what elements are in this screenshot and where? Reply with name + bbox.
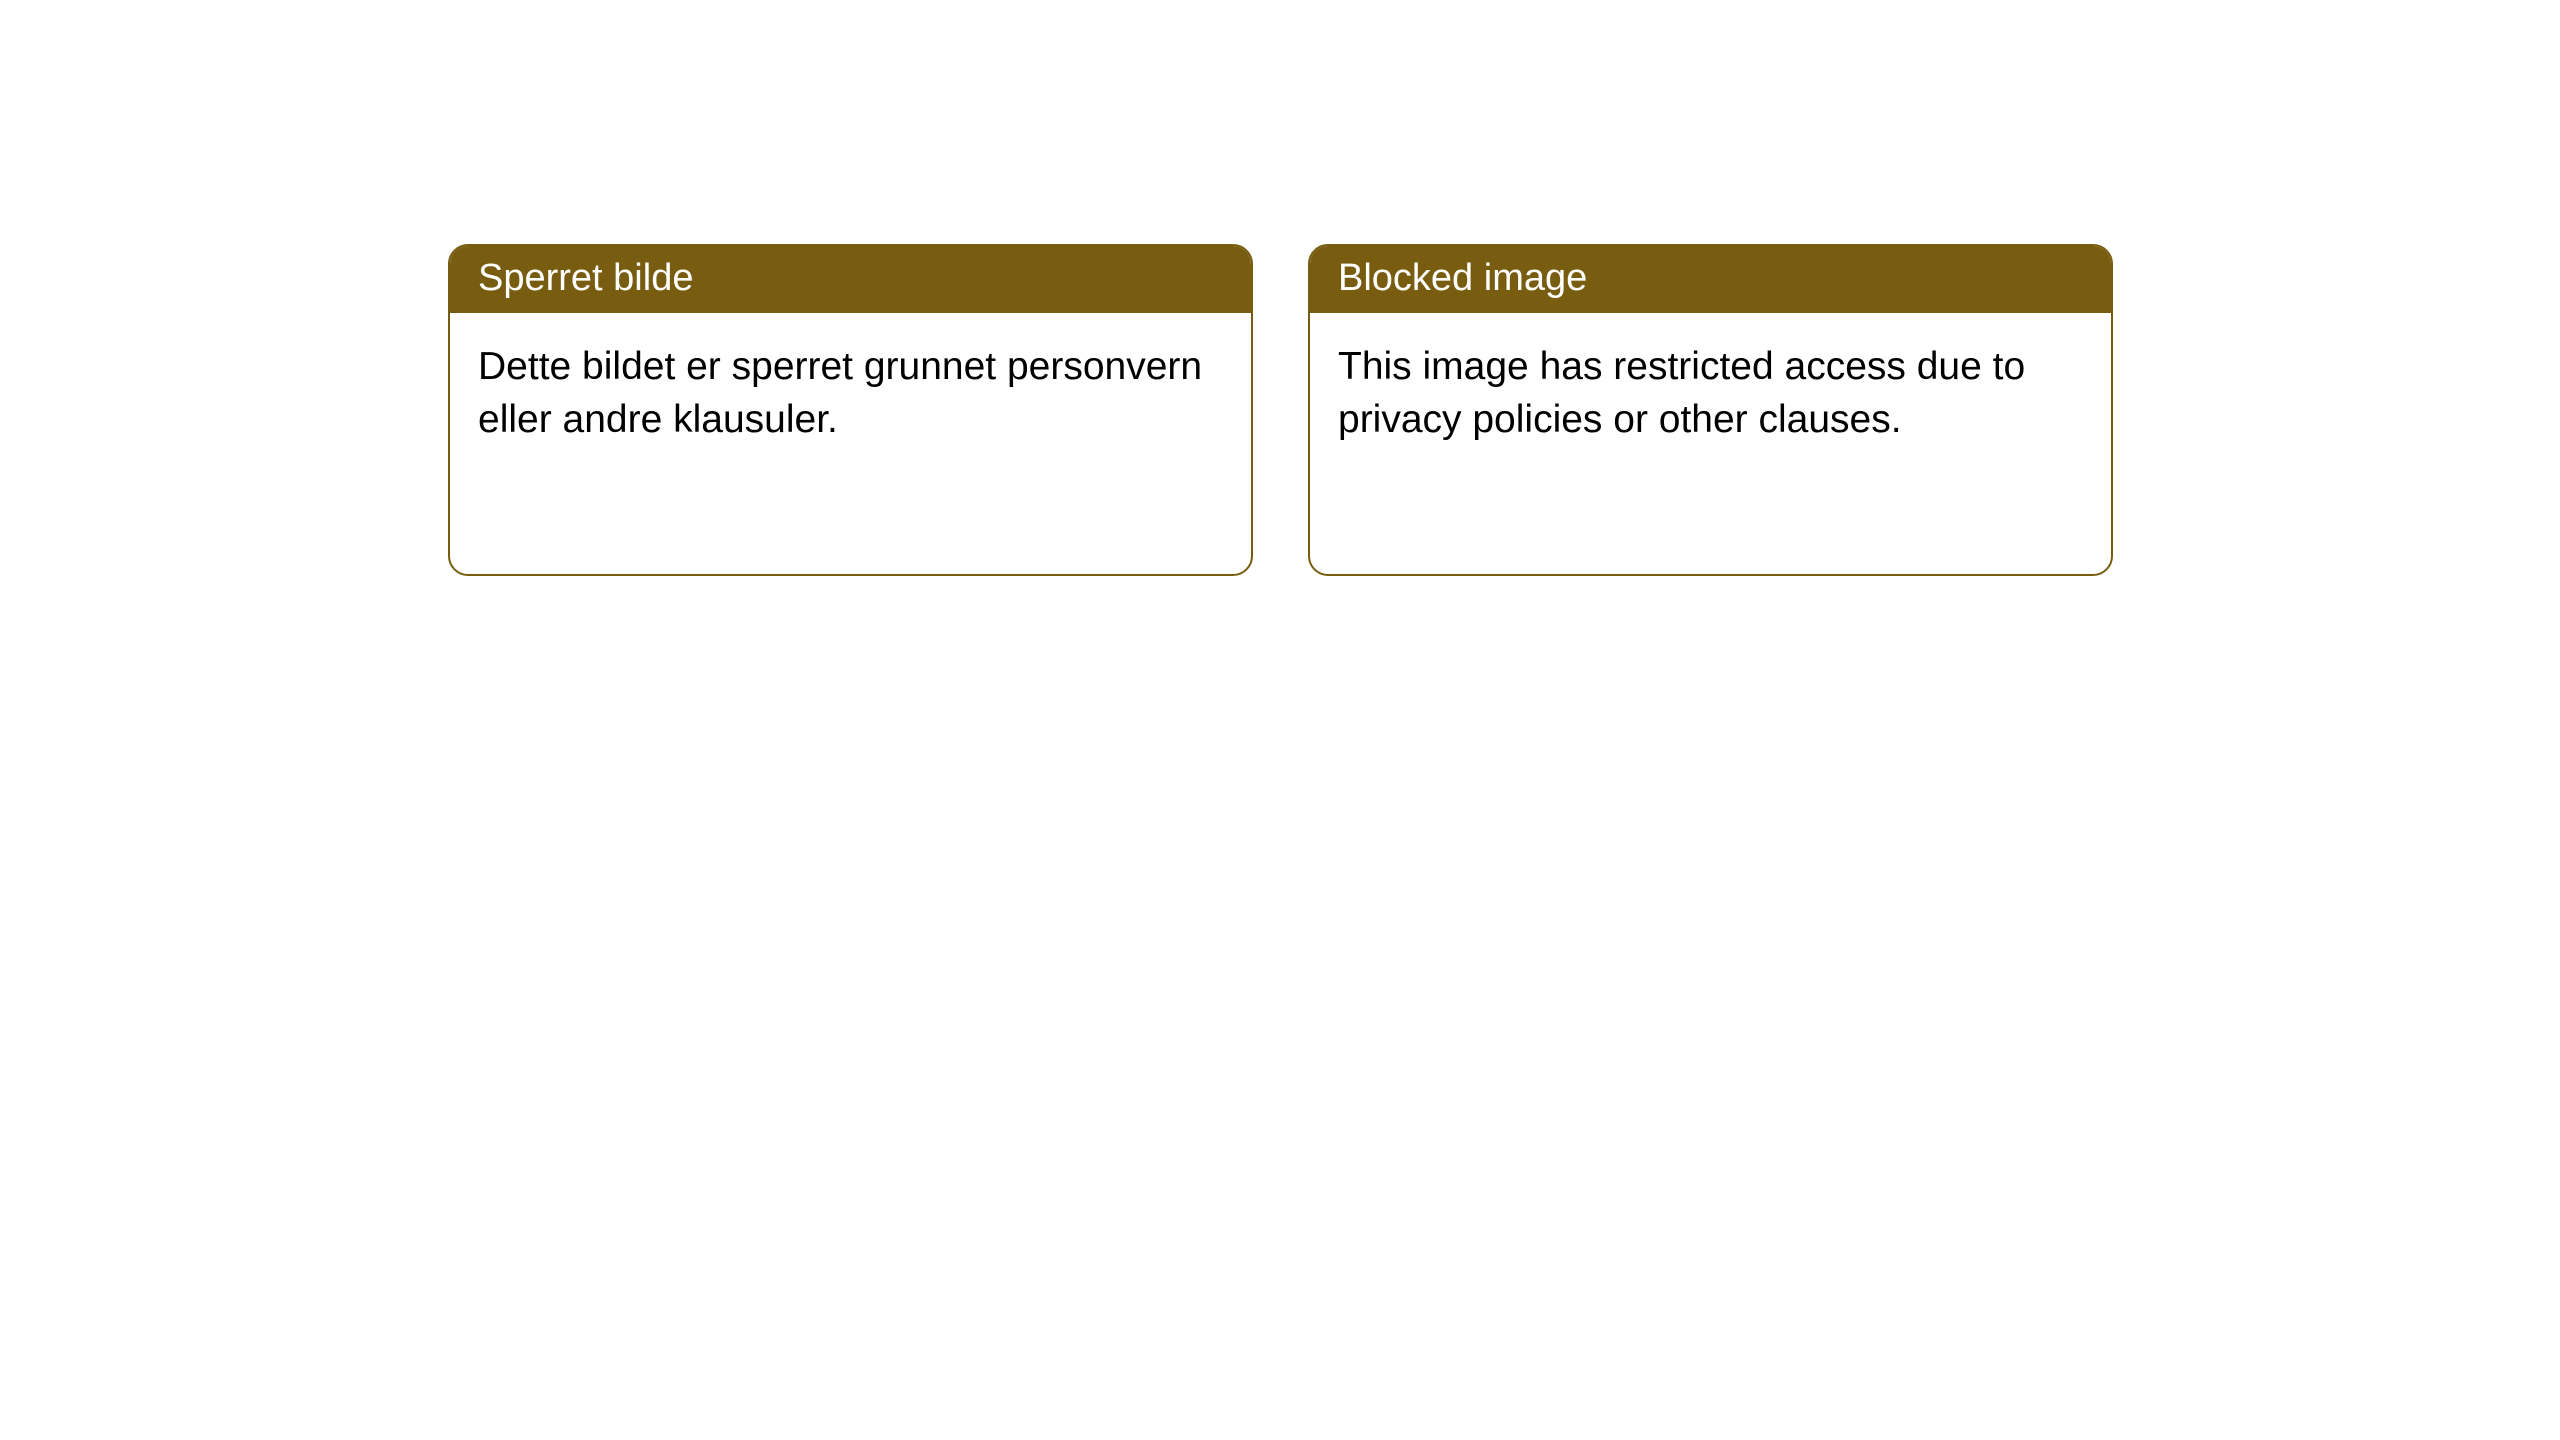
card-title: Sperret bilde (478, 257, 693, 299)
card-title: Blocked image (1338, 257, 1587, 299)
notice-container: Sperret bilde Dette bildet er sperret gr… (0, 0, 2560, 576)
notice-card-norwegian: Sperret bilde Dette bildet er sperret gr… (448, 244, 1253, 576)
card-header: Blocked image (1310, 246, 2111, 313)
card-body: Dette bildet er sperret grunnet personve… (450, 313, 1251, 474)
card-text: Dette bildet er sperret grunnet personve… (478, 345, 1202, 441)
card-body: This image has restricted access due to … (1310, 313, 2111, 474)
card-text: This image has restricted access due to … (1338, 345, 2025, 441)
card-header: Sperret bilde (450, 246, 1251, 313)
notice-card-english: Blocked image This image has restricted … (1308, 244, 2113, 576)
